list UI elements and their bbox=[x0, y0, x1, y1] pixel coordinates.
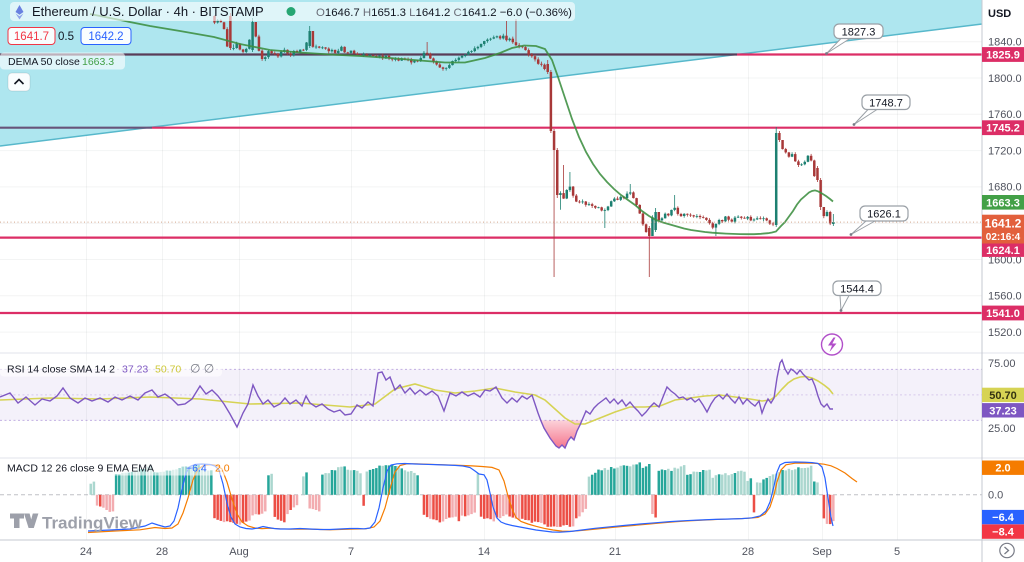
svg-text:1663.3: 1663.3 bbox=[986, 197, 1020, 209]
svg-text:−8.4: −8.4 bbox=[992, 527, 1015, 539]
svg-text:1520.0: 1520.0 bbox=[988, 327, 1022, 339]
svg-text:1600.0: 1600.0 bbox=[988, 254, 1022, 266]
svg-text:0.0: 0.0 bbox=[988, 490, 1003, 502]
svg-text:2.0: 2.0 bbox=[215, 463, 230, 475]
svg-text:21: 21 bbox=[609, 546, 621, 558]
svg-text:1760.0: 1760.0 bbox=[988, 109, 1022, 121]
svg-text:1800.0: 1800.0 bbox=[988, 73, 1022, 85]
svg-text:1624.1: 1624.1 bbox=[986, 245, 1020, 257]
svg-text:1840.0: 1840.0 bbox=[988, 37, 1022, 49]
svg-text:37.23: 37.23 bbox=[122, 364, 148, 376]
svg-text:RSI 14 close SMA 14 2: RSI 14 close SMA 14 2 bbox=[7, 364, 115, 376]
svg-text:1748.7: 1748.7 bbox=[869, 97, 903, 109]
svg-text:1641.2: 1641.2 bbox=[985, 217, 1022, 231]
svg-text:−6.4: −6.4 bbox=[186, 463, 207, 475]
svg-text:1720.0: 1720.0 bbox=[988, 145, 1022, 157]
svg-text:14: 14 bbox=[478, 546, 490, 558]
svg-text:TradingView: TradingView bbox=[42, 514, 143, 533]
svg-text:25.00: 25.00 bbox=[988, 423, 1016, 435]
svg-text:1544.4: 1544.4 bbox=[840, 283, 874, 295]
svg-text:1745.2: 1745.2 bbox=[986, 123, 1020, 135]
svg-text:2.0: 2.0 bbox=[995, 463, 1010, 475]
svg-text:USD: USD bbox=[988, 8, 1011, 20]
svg-text:1641.7: 1641.7 bbox=[14, 31, 49, 43]
svg-text:50.70: 50.70 bbox=[989, 390, 1017, 402]
svg-text:28: 28 bbox=[742, 546, 754, 558]
svg-text:MACD 12 26 close 9 EMA EMA: MACD 12 26 close 9 EMA EMA bbox=[7, 463, 154, 475]
svg-text:28: 28 bbox=[156, 546, 168, 558]
svg-text:37.23: 37.23 bbox=[989, 405, 1017, 417]
svg-text:Sep: Sep bbox=[812, 546, 832, 558]
svg-text:50.70: 50.70 bbox=[155, 364, 181, 376]
svg-text:24: 24 bbox=[80, 546, 92, 558]
svg-text:7: 7 bbox=[348, 546, 354, 558]
svg-text:Ethereum / U.S. Dollar · 4h ·: Ethereum / U.S. Dollar · 4h · BITSTAMP bbox=[32, 4, 264, 19]
svg-text:1663.3: 1663.3 bbox=[82, 56, 114, 68]
svg-text:O1646.7 H1651.3 L1641.2 C1641.: O1646.7 H1651.3 L1641.2 C1641.2 −6.0 (−0… bbox=[316, 7, 572, 19]
svg-text:DEMA 50 close: DEMA 50 close bbox=[8, 56, 80, 68]
svg-text:1680.0: 1680.0 bbox=[988, 182, 1022, 194]
svg-text:Aug: Aug bbox=[229, 546, 249, 558]
svg-text:1825.9: 1825.9 bbox=[986, 50, 1020, 62]
svg-text:1642.2: 1642.2 bbox=[88, 31, 123, 43]
svg-text:−6.4: −6.4 bbox=[992, 512, 1015, 524]
svg-text:0.5: 0.5 bbox=[58, 31, 74, 43]
svg-text:02:16:4: 02:16:4 bbox=[986, 232, 1021, 243]
svg-text:5: 5 bbox=[894, 546, 900, 558]
svg-text:75.00: 75.00 bbox=[988, 358, 1016, 370]
svg-text:1560.0: 1560.0 bbox=[988, 291, 1022, 303]
svg-text:1541.0: 1541.0 bbox=[986, 308, 1020, 320]
svg-text:1827.3: 1827.3 bbox=[842, 26, 876, 38]
svg-text:1626.1: 1626.1 bbox=[867, 209, 901, 221]
svg-text:∅ ∅: ∅ ∅ bbox=[190, 362, 214, 376]
